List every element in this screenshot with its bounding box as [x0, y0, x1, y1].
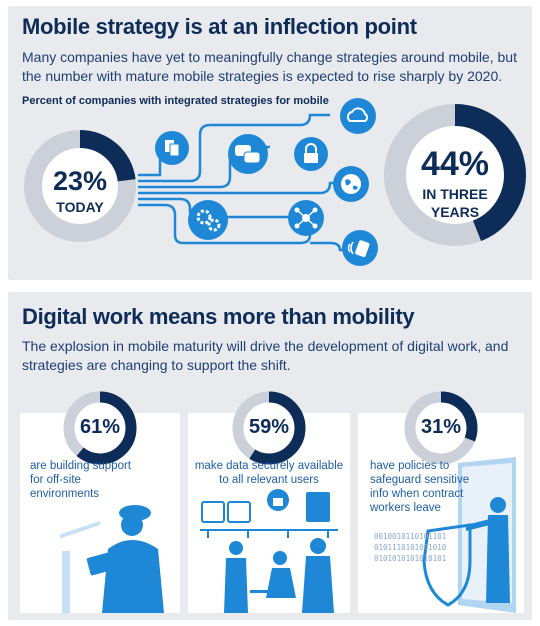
- offsite-value: 61%: [79, 416, 121, 438]
- section1-subheading: Percent of companies with integrated str…: [22, 95, 329, 107]
- offsite-ring: [63, 391, 137, 465]
- file-transfer-icon: [155, 131, 189, 165]
- lock-icon: [294, 137, 328, 171]
- globe-icon: [333, 166, 369, 202]
- contract-workers-text-3: info when contract: [370, 488, 464, 500]
- future-value: 44%: [420, 145, 490, 183]
- door-shield-illustration: [422, 457, 516, 613]
- future-progress-arc: [384, 104, 526, 246]
- offsite-text-3: environments: [30, 488, 100, 500]
- worker-silhouette: [60, 505, 164, 613]
- future-label-line1: IN THREE: [422, 186, 488, 202]
- binary-line: 0010010110101101: [374, 532, 447, 541]
- contactless-payment-icon: [342, 230, 378, 266]
- section1-title: Mobile strategy is at an inflection poin…: [22, 14, 417, 39]
- data-access-progress-arc: [232, 391, 306, 465]
- stat-card-contract-workers: 0010010110101101 0101110101001010 010101…: [358, 413, 524, 613]
- section1-description: Many companies have yet to meaningfully …: [22, 49, 517, 84]
- data-access-value: 59%: [248, 416, 290, 438]
- today-progress-arc: [24, 130, 136, 242]
- gears-icon: [188, 200, 228, 240]
- future-ring: [384, 104, 526, 246]
- contract-workers-value: 31%: [420, 416, 462, 438]
- today-label: TODAY: [56, 199, 104, 215]
- contract-workers-ring: [404, 391, 478, 465]
- offsite-text-2: for off-site: [30, 474, 81, 486]
- contract-workers-text-1: have policies to: [370, 460, 450, 472]
- data-access-text-2: to all relevant users: [219, 474, 319, 486]
- today-ring: [24, 130, 136, 242]
- cloud-icon: [340, 98, 376, 134]
- data-access-ring: [232, 391, 306, 465]
- binary-text-block: 0010010110101101 0101110101001010 010101…: [374, 531, 446, 564]
- section2-description: The explosion in mobile maturity will dr…: [22, 338, 509, 373]
- section2-title: Digital work means more than mobility: [22, 304, 415, 329]
- binary-line: 0101110101001010: [374, 543, 447, 552]
- offsite-text-1: are building support: [30, 460, 132, 472]
- binary-line: 0101010101010101: [374, 554, 447, 563]
- offsite-progress-arc: [63, 391, 137, 465]
- contract-workers-text-2: safeguard sensitive: [370, 474, 470, 486]
- today-value: 23%: [52, 166, 108, 196]
- network-icon: [288, 200, 324, 236]
- chat-bubbles-icon: [228, 134, 268, 174]
- data-access-text-1: make data securely available: [194, 460, 344, 472]
- data-sharing-illustration: [200, 489, 338, 613]
- contract-workers-text-4: workers leave: [370, 502, 441, 514]
- future-label-line2: YEARS: [430, 204, 480, 220]
- contract-workers-progress-arc: [404, 391, 478, 465]
